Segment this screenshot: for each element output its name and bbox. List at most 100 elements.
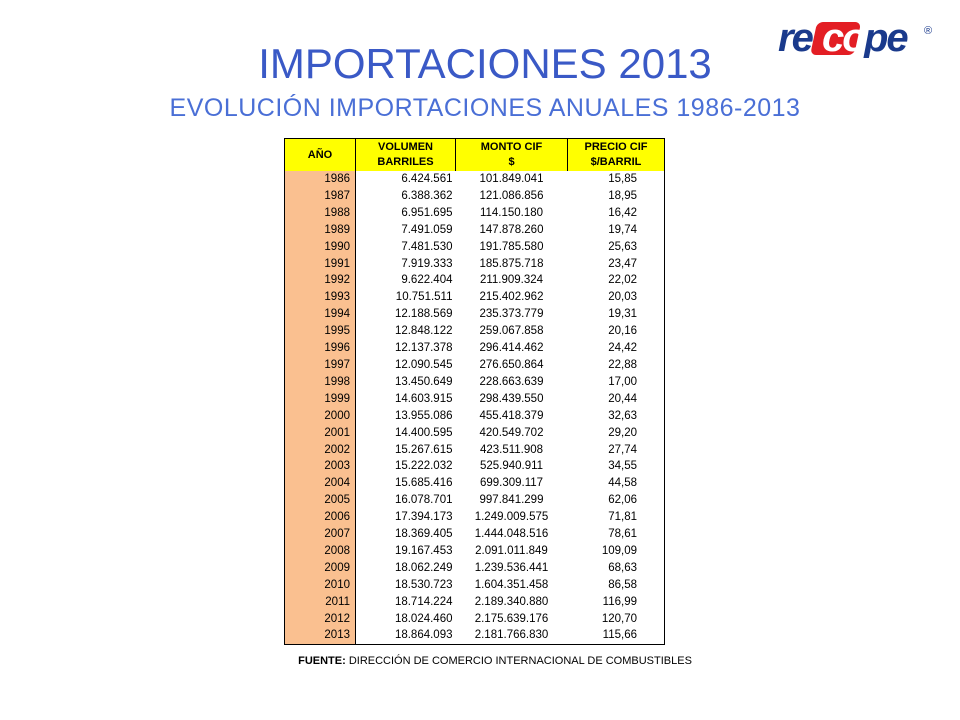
- cell-year: 2013: [284, 627, 356, 645]
- cell-amount: 276.650.864: [479, 358, 544, 371]
- table-row: 2000 13.955.086 455.418.379 32,63: [284, 407, 665, 425]
- header-year: AÑO: [284, 138, 356, 171]
- cell-year: 2009: [284, 559, 356, 577]
- cell-price: 116,99: [602, 595, 637, 608]
- cell-volume: 12.137.378: [394, 342, 453, 355]
- cell-volume: 7.481.530: [401, 240, 453, 253]
- cell-year: 2012: [284, 610, 356, 628]
- table-row: 2004 15.685.416 699.309.117 44,58: [284, 475, 665, 493]
- cell-year: 2002: [284, 441, 356, 459]
- cell-amount: 699.309.117: [479, 477, 544, 490]
- cell-amount: 215.402.962: [479, 291, 544, 304]
- cell-amount: 525.940.911: [479, 460, 544, 473]
- cell-amount: 101.849.041: [479, 173, 544, 185]
- table-row: 2012 18.024.460 2.175.639.176 120,70: [284, 610, 665, 628]
- table-row: 2002 15.267.615 423.511.908 27,74: [284, 441, 665, 459]
- cell-price: 34,55: [608, 460, 637, 473]
- cell-price: 16,42: [608, 206, 637, 219]
- cell-volume: 6.424.561: [401, 173, 453, 185]
- cell-volume: 18.864.093: [394, 629, 453, 642]
- cell-price: 78,61: [608, 528, 637, 541]
- cell-year: 2000: [284, 407, 356, 425]
- cell-amount: 296.414.462: [479, 342, 544, 355]
- table-row: 2001 14.400.595 420.549.702 29,20: [284, 424, 665, 442]
- cell-volume: 12.090.545: [394, 358, 453, 371]
- header-amount: MONTO CIF $: [455, 138, 568, 171]
- cell-price: 20,03: [608, 291, 637, 304]
- table-row: 2006 17.394.173 1.249.009.575 71,81: [284, 509, 665, 527]
- cell-year: 2006: [284, 509, 356, 527]
- table-row: 1998 13.450.649 228.663.639 17,00: [284, 373, 665, 391]
- cell-year: 2004: [284, 475, 356, 493]
- cell-amount: 2.189.340.880: [474, 595, 549, 608]
- table-row: 2005 16.078.701 997.841.299 62,06: [284, 492, 665, 510]
- table-header-row: AÑO VOLUMEN BARRILES MONTO CIF $ PRECIO CI…: [284, 138, 665, 171]
- cell-volume: 18.369.405: [394, 528, 453, 541]
- cell-year: 1987: [284, 187, 356, 205]
- cell-volume: 14.603.915: [394, 392, 453, 405]
- cell-amount: 121.086.856: [479, 189, 544, 202]
- cell-amount: 114.150.180: [479, 206, 544, 219]
- cell-year: 1993: [284, 289, 356, 307]
- cell-price: 20,16: [608, 325, 637, 338]
- cell-volume: 6.388.362: [401, 189, 453, 202]
- cell-price: 86,58: [608, 578, 637, 591]
- cell-price: 115,66: [602, 629, 637, 642]
- cell-price: 44,58: [608, 477, 637, 490]
- recope-logo-co-box: [811, 22, 861, 55]
- cell-amount: 235.373.779: [479, 308, 544, 321]
- cell-price: 32,63: [608, 409, 637, 422]
- cell-price: 22,88: [608, 358, 637, 371]
- recope-logo: re co pe ®: [778, 18, 932, 58]
- recope-logo-text-pe: pe: [863, 18, 908, 58]
- table-row: 1999 14.603.915 298.439.550 20,44: [284, 390, 665, 408]
- table-row: 1986 6.424.561 101.849.041 15,85: [284, 171, 665, 188]
- table-row: 1995 12.848.122 259.067.858 20,16: [284, 323, 665, 341]
- registered-mark: ®: [924, 25, 932, 37]
- cell-year: 1995: [284, 323, 356, 341]
- cell-price: 23,47: [608, 257, 637, 270]
- cell-volume: 15.685.416: [394, 477, 453, 490]
- cell-year: 2008: [284, 542, 356, 560]
- cell-year: 1996: [284, 340, 356, 357]
- table-row: 1994 12.188.569 235.373.779 19,31: [284, 306, 665, 324]
- cell-year: 1997: [284, 356, 356, 374]
- cell-amount: 1.239.536.441: [474, 561, 549, 574]
- cell-amount: 147.878.260: [479, 223, 544, 236]
- cell-price: 24,42: [608, 342, 637, 355]
- table-row: 1987 6.388.362 121.086.856 18,95: [284, 187, 665, 205]
- cell-year: 2010: [284, 576, 356, 594]
- cell-year: 1999: [284, 390, 356, 408]
- table-row: 1991 7.919.333 185.875.718 23,47: [284, 255, 665, 273]
- imports-table: AÑO VOLUMEN BARRILES MONTO CIF $ PRECIO CI…: [284, 138, 665, 646]
- cell-amount: 1.444.048.516: [474, 528, 549, 541]
- cell-year: 2005: [284, 492, 356, 510]
- recope-logo-text-re: re: [778, 18, 814, 58]
- cell-amount: 185.875.718: [479, 257, 544, 270]
- cell-price: 120,70: [601, 612, 637, 625]
- cell-volume: 13.450.649: [394, 375, 453, 388]
- cell-price: 19,31: [608, 308, 637, 321]
- cell-volume: 12.848.122: [394, 325, 453, 338]
- table-row: 1997 12.090.545 276.650.864 22,88: [284, 356, 665, 374]
- cell-volume: 18.714.224: [394, 595, 453, 608]
- table-row: 2007 18.369.405 1.444.048.516 78,61: [284, 526, 665, 543]
- cell-year: 1989: [284, 221, 356, 239]
- cell-volume: 6.951.695: [401, 206, 453, 219]
- cell-volume: 18.530.723: [394, 578, 453, 591]
- cell-price: 62,06: [608, 494, 637, 507]
- cell-amount: 455.418.379: [479, 409, 544, 422]
- cell-volume: 17.394.173: [394, 511, 453, 524]
- cell-amount: 997.841.299: [479, 494, 544, 507]
- source-note: FUENTE: DIRECCIÓN DE COMERCIO INTERNACIO…: [0, 655, 960, 667]
- cell-amount: 2.091.011.849: [475, 544, 548, 557]
- cell-amount: 420.549.702: [479, 426, 544, 439]
- table-row: 2013 18.864.093 2.181.766.830 115,66: [284, 627, 665, 645]
- page-subtitle: EVOLUCIÓN IMPORTACIONES ANUALES 1986-201…: [169, 94, 801, 122]
- cell-volume: 10.751.511: [395, 291, 453, 304]
- table-row: 1993 10.751.511 215.402.962 20,03: [284, 289, 665, 307]
- cell-amount: 1.249.009.575: [474, 511, 549, 524]
- cell-amount: 298.439.550: [479, 392, 544, 405]
- source-label: FUENTE:: [298, 655, 346, 667]
- table-row: 2010 18.530.723 1.604.351.458 86,58: [284, 576, 665, 594]
